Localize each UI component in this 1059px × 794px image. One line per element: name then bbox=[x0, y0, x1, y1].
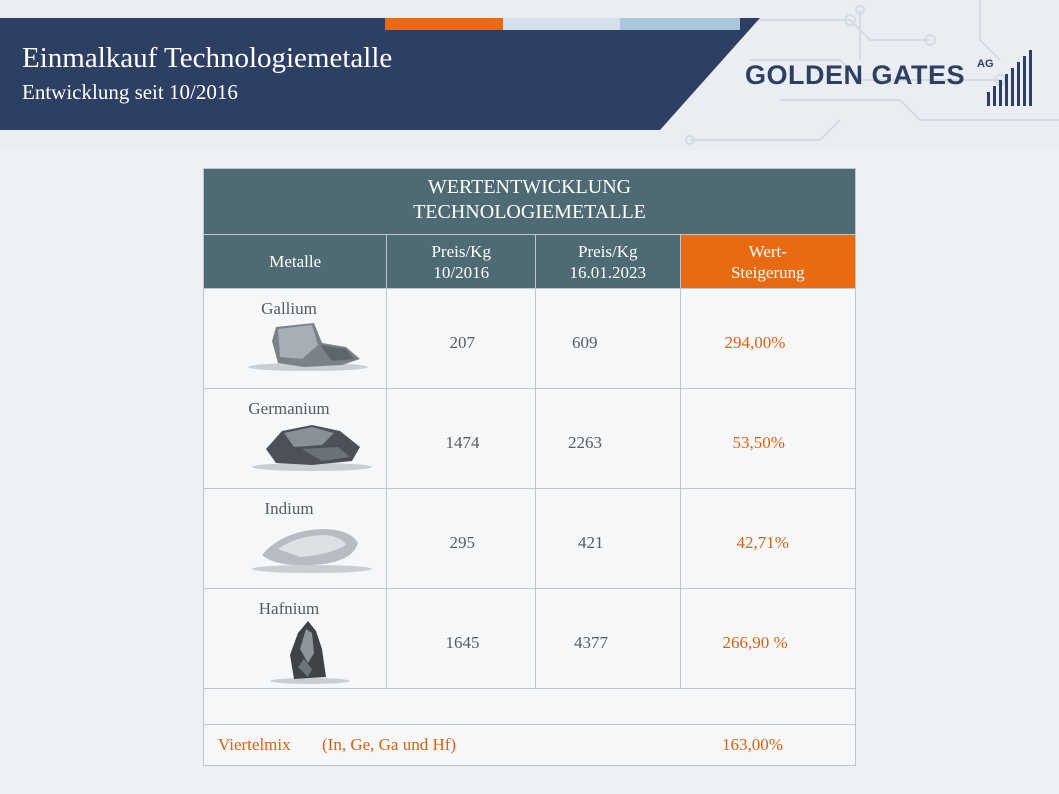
indium-image bbox=[252, 529, 372, 573]
mix-row: Viertelmix (In, Ge, Ga und Hf) 163,00% bbox=[204, 725, 855, 765]
value-gain: 53,50% bbox=[732, 433, 785, 452]
value-gain: 266,90 % bbox=[722, 633, 788, 652]
col-header-price-2023: Preis/Kg 16.01.2023 bbox=[536, 235, 681, 288]
price-2016: 207 bbox=[449, 333, 475, 352]
value-table: WERTENTWICKLUNG TECHNOLOGIEMETALLE Metal… bbox=[203, 168, 856, 766]
table-title-line2: TECHNOLOGIEMETALLE bbox=[413, 201, 646, 223]
price-2016: 1474 bbox=[445, 433, 480, 452]
logo-bars-icon bbox=[987, 50, 1032, 106]
page-title: Einmalkauf Technologiemetalle bbox=[22, 42, 393, 74]
price-2016: 295 bbox=[449, 533, 475, 552]
hafnium-image bbox=[270, 621, 350, 684]
table-row: Indium 295 421 42,71% bbox=[204, 489, 855, 589]
page-subtitle: Entwicklung seit 10/2016 bbox=[22, 80, 238, 104]
metal-name: Indium bbox=[264, 499, 314, 518]
col-header-gain: Wert- Steigerung bbox=[680, 235, 856, 288]
germanium-image bbox=[252, 425, 372, 471]
price-2023: 421 bbox=[577, 533, 604, 552]
value-gain: 42,71% bbox=[736, 533, 789, 552]
table-row: Hafnium 1645 4377 266,90 % bbox=[204, 589, 855, 689]
table-title-line1: WERTENTWICKLUNG bbox=[427, 176, 632, 198]
metal-name: Gallium bbox=[261, 299, 317, 318]
price-2023: 2263 bbox=[567, 433, 602, 452]
circuit-decoration bbox=[685, 0, 1059, 145]
title-banner bbox=[0, 18, 760, 130]
value-gain: 294,00% bbox=[724, 333, 786, 352]
price-2023: 4377 bbox=[573, 633, 608, 652]
mix-detail: (In, Ge, Ga und Hf) bbox=[322, 735, 457, 754]
mix-value: 163,00% bbox=[722, 735, 783, 754]
mix-label: Viertelmix bbox=[218, 735, 291, 754]
company-logo: GOLDEN GATES AG bbox=[745, 50, 1035, 106]
metal-name: Hafnium bbox=[258, 599, 320, 618]
gallium-image bbox=[248, 323, 368, 371]
logo-suffix: AG bbox=[977, 58, 994, 70]
table-row: Germanium 1474 2263 53,50% bbox=[204, 389, 855, 489]
spacer-row bbox=[204, 689, 855, 725]
col-header-price-2016: Preis/Kg 10/2016 bbox=[387, 235, 536, 288]
metal-name: Germanium bbox=[248, 399, 330, 418]
table-title: WERTENTWICKLUNG TECHNOLOGIEMETALLE bbox=[204, 169, 855, 235]
col-header-metal: Metalle bbox=[204, 235, 388, 288]
price-2023: 609 bbox=[571, 333, 598, 352]
logo-text: GOLDEN GATES bbox=[745, 60, 966, 90]
price-2016: 1645 bbox=[445, 633, 480, 652]
table-row: Gallium 207 609 294,00% bbox=[204, 289, 855, 389]
table-header-row: Metalle Preis/Kg 10/2016 Preis/Kg 16.01.… bbox=[204, 235, 856, 289]
